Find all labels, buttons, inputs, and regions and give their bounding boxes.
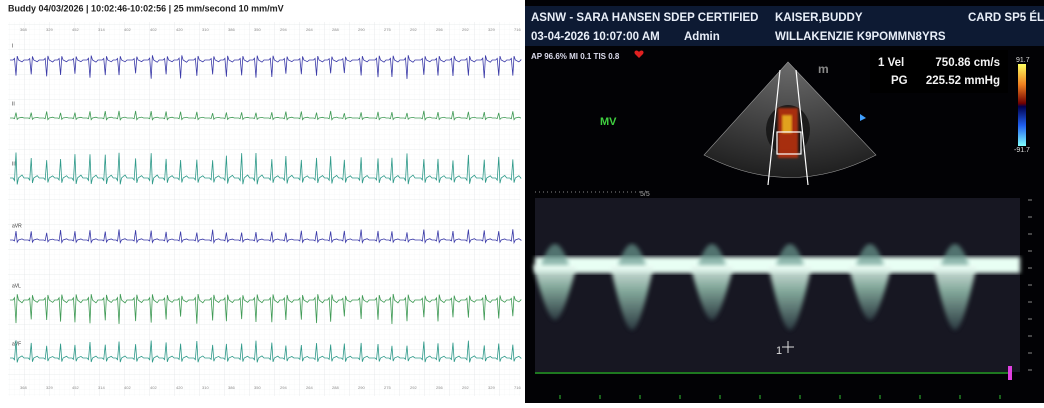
rr-interval: 288: [332, 27, 339, 32]
patient: KAISER,BUDDY: [775, 12, 863, 24]
scale-min: -91.7: [1014, 147, 1030, 154]
depth-label: 5/5: [640, 191, 650, 198]
sweep-marker: [1008, 366, 1012, 380]
measurement-value: 225.52 mmHg: [926, 75, 1000, 87]
rr-interval: 290: [358, 385, 365, 390]
rr-interval: 716: [514, 27, 521, 32]
mode-label: MV: [600, 116, 617, 128]
rr-interval: 288: [332, 385, 339, 390]
user: Admin: [684, 31, 720, 43]
rr-interval: 264: [306, 27, 313, 32]
rr-interval: 256: [436, 385, 443, 390]
lead-label: aVL: [12, 283, 21, 289]
scale-max: 91.7: [1016, 57, 1030, 64]
rr-interval: 420: [176, 27, 183, 32]
rr-interval: 402: [150, 385, 157, 390]
ecg-grid: [8, 22, 520, 396]
rr-interval: 368: [20, 27, 27, 32]
lead-label: aVR: [12, 223, 22, 229]
page: Buddy 04/03/2026 | 10:02:46-10:02:56 | 2…: [0, 0, 1044, 403]
rr-interval: 329: [488, 27, 495, 32]
rr-interval: 329: [488, 385, 495, 390]
rr-interval: 292: [462, 385, 469, 390]
rr-interval: 329: [46, 27, 53, 32]
rr-interval: 716: [514, 385, 521, 390]
rr-interval: 292: [462, 27, 469, 32]
lead-label: II: [12, 101, 15, 107]
rr-interval: 294: [280, 27, 287, 32]
rr-interval: 294: [280, 385, 287, 390]
operator: ASNW - SARA HANSEN SDEP CERTIFIED: [531, 12, 758, 24]
ecg-header: Buddy 04/03/2026 | 10:02:46-10:02:56 | 2…: [8, 3, 284, 13]
measurement-label: PG: [891, 75, 908, 87]
rr-interval: 264: [306, 385, 313, 390]
rr-interval: 420: [176, 385, 183, 390]
clinic: WILLAKENZIE K9POMMN8YRS: [775, 31, 946, 43]
rr-interval: 452: [72, 27, 79, 32]
rr-interval: 402: [124, 385, 131, 390]
rr-interval: 292: [410, 385, 417, 390]
color-scale-bar: [1018, 64, 1026, 146]
lead-label: I: [12, 43, 13, 49]
rr-interval: 275: [384, 27, 391, 32]
screenshot: Buddy 04/03/2026 | 10:02:46-10:02:56 | 2…: [0, 0, 1044, 403]
rr-interval: 290: [358, 27, 365, 32]
rr-interval: 452: [72, 385, 79, 390]
measurement-label: 1 Vel: [878, 57, 904, 69]
rr-interval: 256: [436, 27, 443, 32]
rr-interval: 310: [202, 27, 209, 32]
rr-interval: 329: [46, 385, 53, 390]
device: CARD SP5 ÉL: [968, 11, 1044, 24]
rr-interval: 310: [202, 385, 209, 390]
rr-interval: 350: [254, 27, 261, 32]
acoustic-output: AP 96.6% MI 0.1 TIS 0.8: [531, 52, 620, 61]
rr-interval: 350: [254, 385, 261, 390]
rr-interval: 314: [98, 27, 105, 32]
rr-interval: 402: [124, 27, 131, 32]
rr-interval: 314: [98, 385, 105, 390]
rr-interval: 386: [228, 385, 235, 390]
rr-interval: 275: [384, 385, 391, 390]
rr-interval: 386: [228, 27, 235, 32]
rr-interval: 368: [20, 385, 27, 390]
color-doppler-core: [782, 115, 792, 133]
cursor-label: 1: [776, 345, 782, 357]
measurement-value: 750.86 cm/s: [935, 57, 1000, 69]
rr-interval: 292: [410, 27, 417, 32]
datetime: 03-04-2026 10:07:00 AM: [531, 31, 660, 43]
probe-marker: m: [818, 62, 829, 76]
rr-interval: 402: [150, 27, 157, 32]
